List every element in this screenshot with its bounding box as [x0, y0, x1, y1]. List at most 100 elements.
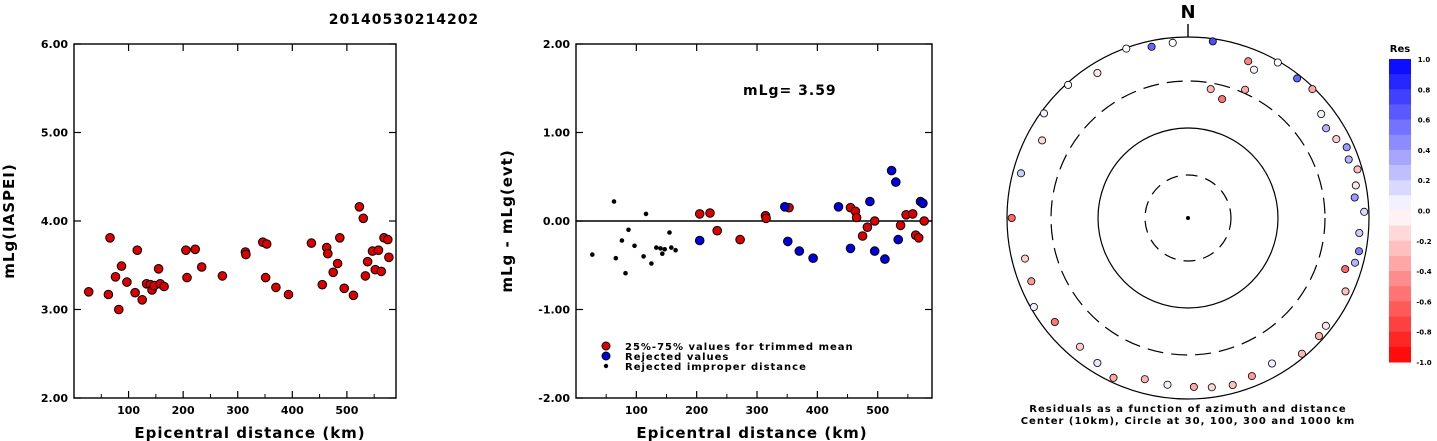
data-point [649, 261, 654, 266]
residual-colorbar: Res 1.0 0.8 0.6 0.4 0.2 0.0 -0.2 -0.4 -0.6 -0.8 -1… [1389, 44, 1432, 367]
data-point [105, 233, 115, 243]
station-marker [1027, 277, 1036, 286]
data-point [643, 211, 649, 217]
station-marker [1341, 265, 1350, 274]
station-marker [1321, 321, 1330, 330]
legend-marker-improper [603, 363, 609, 369]
data-point [658, 246, 663, 251]
station-marker [1322, 124, 1331, 133]
y-tick-label: 2.00 [543, 38, 570, 51]
data-point [190, 244, 200, 255]
y-tick-label: 5.00 [41, 127, 68, 140]
station-marker [1273, 58, 1282, 67]
station-marker [1207, 383, 1216, 392]
magnitude-vs-distance-plot: mLg(IASPEI) Epicentral distance (km) 2.0… [0, 38, 397, 441]
data-point [619, 238, 625, 243]
data-point [869, 216, 880, 226]
y-axis-label: mLg - mLg(evt) [498, 149, 516, 292]
station-marker [1076, 342, 1085, 351]
data-point [851, 212, 862, 223]
legend-entry-rejected: Rejected values [625, 352, 729, 363]
data-point [833, 202, 844, 212]
station-marker [1353, 165, 1362, 174]
data-point [845, 243, 856, 254]
data-point [132, 245, 143, 255]
data-point [182, 272, 192, 283]
station-marker [1189, 382, 1198, 391]
ring-1000km [1006, 36, 1370, 400]
data-point [103, 289, 114, 300]
station-marker [1007, 213, 1016, 222]
x-tick-label: 200 [685, 404, 708, 417]
station-marker [1315, 331, 1324, 340]
x-tick-label: 500 [335, 404, 358, 417]
station-marker [1332, 135, 1341, 144]
x-tick-label: 100 [625, 404, 648, 417]
colorbar-cell [1389, 180, 1411, 196]
data-point [694, 235, 705, 246]
data-point [794, 246, 805, 256]
data-point [317, 279, 328, 290]
data-point [857, 231, 868, 241]
data-point [339, 283, 350, 294]
data-point [384, 252, 394, 263]
colorbar-cell [1389, 89, 1411, 105]
data-point [907, 209, 918, 219]
data-point [348, 290, 359, 301]
station-marker [1109, 373, 1118, 382]
data-point [613, 255, 619, 261]
center-marker [1186, 216, 1190, 220]
station-marker [1360, 207, 1369, 216]
data-point [217, 271, 228, 281]
y-tick-label: 6.00 [41, 38, 68, 51]
data-point [632, 243, 637, 249]
colorbar-cell [1389, 271, 1411, 287]
station-marker [1218, 95, 1227, 104]
colorbar-tick-label: -0.4 [1416, 268, 1431, 276]
colorbar-cell [1389, 134, 1411, 151]
legend-marker-rejected [601, 351, 611, 361]
data-point [641, 254, 646, 259]
data-point [181, 245, 191, 255]
colorbar-tick-label: -0.2 [1416, 238, 1431, 246]
colorbar-tick-label: 0.4 [1418, 147, 1431, 155]
station-marker [1021, 254, 1030, 263]
data-point [260, 272, 271, 283]
data-point [354, 202, 365, 212]
colorbar-cell [1389, 165, 1411, 181]
data-point [913, 233, 924, 243]
colorbar-cell [1389, 316, 1411, 333]
station-marker [1317, 110, 1326, 119]
map-caption-2: Center (10km), Circle at 30, 100, 300 an… [1021, 416, 1356, 427]
data-point [808, 253, 818, 264]
x-tick-label: 500 [866, 404, 889, 417]
y-tick-label: 4.00 [41, 215, 68, 228]
y-tick-label: 0.00 [543, 215, 570, 228]
colorbar-tick-label: -0.6 [1416, 298, 1431, 306]
colorbar-cell [1389, 74, 1411, 90]
data-point [705, 208, 715, 218]
data-point [306, 238, 317, 248]
station-marker [1038, 136, 1047, 145]
data-point [694, 209, 705, 219]
data-point [623, 270, 628, 276]
colorbar-tick-label: 1.0 [1418, 56, 1431, 64]
north-label: N [1180, 2, 1195, 23]
mean-magnitude-annotation: mLg= 3.59 [743, 83, 837, 99]
colorbar-tick-label: 0.6 [1418, 117, 1431, 125]
data-point [869, 246, 880, 256]
x-axis-label: Epicentral distance (km) [134, 424, 365, 441]
station-marker [1040, 109, 1049, 118]
colorbar-tick-label: 0.2 [1418, 177, 1431, 185]
data-point [662, 247, 667, 252]
data-point [137, 295, 147, 305]
x-tick-label: 400 [806, 404, 829, 417]
data-point [122, 277, 132, 287]
data-point [590, 252, 595, 257]
data-point [660, 251, 665, 256]
data-point [673, 247, 678, 253]
station-marker [1122, 44, 1131, 53]
y-axis-label: mLg(IASPEI) [0, 163, 18, 278]
station-marker [1017, 169, 1026, 178]
